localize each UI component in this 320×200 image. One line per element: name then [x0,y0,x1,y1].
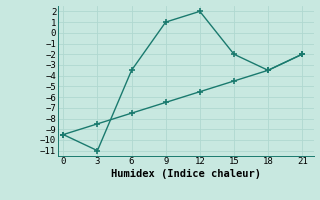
X-axis label: Humidex (Indice chaleur): Humidex (Indice chaleur) [111,169,260,179]
